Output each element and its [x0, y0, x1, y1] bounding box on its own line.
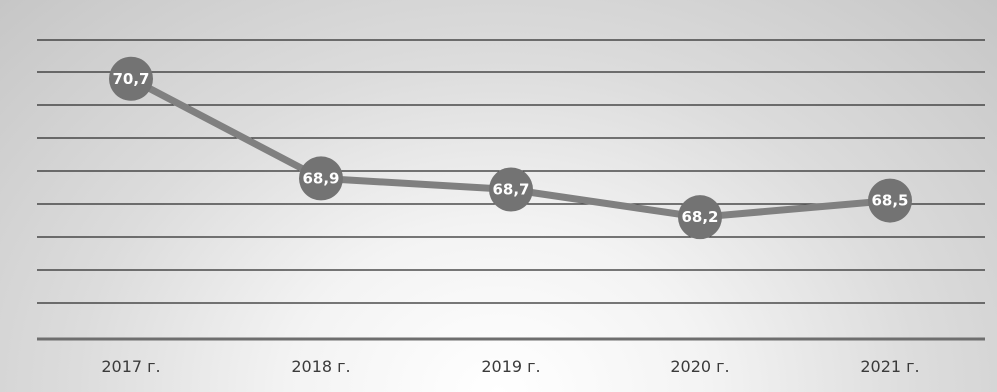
x-tick-label-2: 2019 г.	[481, 357, 540, 376]
x-tick-label-4: 2021 г.	[860, 357, 919, 376]
x-tick-label-0: 2017 г.	[101, 357, 160, 376]
data-points: 70,7 68,9 68,7 68,2 68,5	[109, 56, 912, 240]
data-point-1	[299, 156, 343, 201]
x-tick-label-1: 2018 г.	[291, 357, 350, 376]
data-label-0: 70,7	[112, 70, 149, 88]
data-label-4: 68,5	[871, 192, 908, 210]
x-tick-label-3: 2020 г.	[670, 357, 729, 376]
data-point-3	[678, 195, 722, 240]
data-point-0	[109, 56, 153, 101]
x-axis-tick-labels: 2017 г. 2018 г. 2019 г. 2020 г. 2021 г.	[101, 357, 919, 376]
data-point-4	[868, 178, 912, 223]
data-label-2: 68,7	[492, 181, 529, 199]
data-label-3: 68,2	[681, 208, 718, 226]
data-label-1: 68,9	[302, 169, 339, 187]
data-point-2	[489, 167, 533, 212]
